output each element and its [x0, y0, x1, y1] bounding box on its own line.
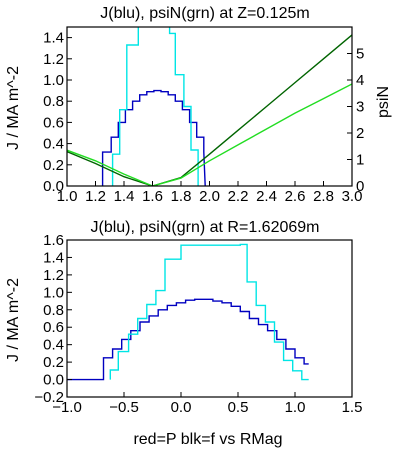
chart-1-y2tick-label: 3: [356, 99, 364, 116]
chart-1-xtick-label: 2.6: [285, 188, 306, 205]
chart-1-xtick-label: 1.6: [142, 188, 163, 205]
chart-1-ytick-label: 0.0: [43, 178, 64, 195]
chart-2-ylabel: J / MA m^-2: [5, 278, 22, 362]
chart-1-xtick-label: 2.0: [199, 188, 220, 205]
chart-1-ytick-label: 0.4: [43, 136, 64, 153]
chart-1-y2tick-label: 4: [356, 72, 364, 89]
chart-1-xtick-label: 1.4: [114, 188, 135, 205]
chart-2-series-blue: [67, 298, 309, 381]
chart-2-frame: [66, 239, 353, 398]
chart-1-series-green: [67, 83, 352, 186]
chart-1-ytick-label: 1.0: [43, 72, 64, 89]
chart-1-ytick-label: 1.4: [43, 30, 64, 47]
chart-1-ytick-label: 0.6: [43, 114, 64, 131]
chart-2-ytick-label: 1.2: [43, 267, 64, 284]
chart-2-ytick-label: −0.2: [34, 389, 64, 406]
chart-1-y2label: psiN: [375, 86, 392, 118]
chart-2-xtick-label: −1.0: [52, 399, 82, 416]
chart-1-ytick-label: 1.2: [43, 51, 64, 68]
chart-1-xtick-label: 1.8: [171, 188, 192, 205]
chart-1-series-cyan: [111, 27, 199, 186]
chart-1-y2tick-label: 2: [356, 125, 364, 142]
chart-1: J(blu), psiN(grn) at Z=0.125m J / MA m^-…: [5, 5, 392, 205]
chart-2-xtick-label: 0.0: [171, 399, 192, 416]
chart-2-ytick-label: 0.6: [43, 319, 64, 336]
chart-2: J(blu), psiN(grn) at R=1.62069m J / MA m…: [5, 219, 362, 448]
chart-1-ylabel: J / MA m^-2: [5, 66, 22, 150]
chart-2-xlabel: red=P blk=f vs RMag: [133, 431, 282, 448]
chart-2-ytick-label: 1.0: [43, 284, 64, 301]
chart-1-y2tick-label: 1: [356, 152, 364, 169]
chart-2-series-cyan: [109, 243, 309, 381]
chart-2-xtick-label: −0.5: [109, 399, 139, 416]
chart-2-ytick-label: 1.4: [43, 249, 64, 266]
chart-1-y2tick-label: 0: [356, 178, 364, 195]
chart-1-xtick-label: 2.4: [256, 188, 277, 205]
chart-2-ytick-label: 0.8: [43, 302, 64, 319]
chart-1-xtick-label: 2.8: [313, 188, 334, 205]
chart-1-xtick-label: 2.2: [228, 188, 249, 205]
chart-2-xtick-label: 0.5: [228, 399, 249, 416]
chart-2-xtick-label: 1.0: [285, 399, 306, 416]
chart-1-xtick-label: 3.0: [342, 188, 363, 205]
chart-1-series-blue: [101, 89, 206, 186]
chart-2-ytick-label: 0.4: [43, 337, 64, 354]
chart-1-ytick-label: 0.8: [43, 93, 64, 110]
chart-2-ytick-label: 0.2: [43, 354, 64, 371]
chart-2-ytick-label: 1.6: [43, 232, 64, 249]
chart-2-title: J(blu), psiN(grn) at R=1.62069m: [91, 219, 320, 236]
chart-1-series-darkgreen: [67, 34, 352, 186]
chart-1-title: J(blu), psiN(grn) at Z=0.125m: [100, 5, 309, 22]
chart-1-y2tick-label: 5: [356, 46, 364, 63]
chart-2-xtick-label: 1.5: [342, 399, 363, 416]
chart-2-ytick-label: 0.0: [43, 372, 64, 389]
chart-1-xtick-label: 1.0: [57, 188, 78, 205]
chart-1-xtick-label: 1.2: [85, 188, 106, 205]
chart-1-ytick-label: 0.2: [43, 157, 64, 174]
